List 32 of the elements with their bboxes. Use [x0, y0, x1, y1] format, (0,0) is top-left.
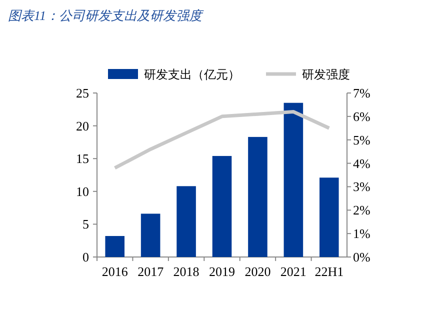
- y2-tick-label: 0%: [353, 250, 370, 264]
- y2-tick-label: 7%: [353, 86, 370, 100]
- x-tick-label: 22H1: [314, 264, 344, 279]
- bar: [140, 214, 160, 257]
- y2-tick-label: 1%: [353, 226, 370, 242]
- y-tick-label: 25: [76, 86, 89, 100]
- y2-tick-label: 6%: [353, 108, 370, 124]
- bar: [212, 156, 232, 257]
- y2-tick-label: 5%: [353, 132, 370, 148]
- legend-label: 研发支出（亿元）: [144, 68, 240, 82]
- chart-title: 图表11：公司研发支出及研发强度: [8, 8, 204, 23]
- x-tick-label: 2017: [138, 264, 164, 279]
- x-tick-label: 2019: [209, 264, 235, 279]
- bar: [105, 236, 124, 257]
- x-tick-label: 2016: [102, 264, 128, 279]
- x-tick-label: 2020: [244, 264, 271, 279]
- x-tick-label: 2018: [173, 264, 200, 279]
- y-tick-label: 5: [82, 216, 89, 232]
- bar: [284, 102, 304, 257]
- legend-label: 研发强度: [302, 68, 350, 82]
- y2-tick-label: 2%: [353, 202, 370, 218]
- y2-tick-label: 3%: [353, 179, 370, 194]
- bar: [320, 178, 339, 257]
- bar: [176, 186, 196, 257]
- y-tick-label: 15: [76, 151, 89, 166]
- y2-tick-label: 4%: [353, 156, 370, 171]
- line-series: [113, 110, 331, 170]
- bar: [248, 136, 268, 257]
- y-tick-label: 20: [76, 118, 89, 134]
- y-tick-label: 10: [76, 184, 89, 199]
- x-tick-label: 2021: [280, 264, 306, 279]
- y-tick-label: 0: [82, 250, 89, 264]
